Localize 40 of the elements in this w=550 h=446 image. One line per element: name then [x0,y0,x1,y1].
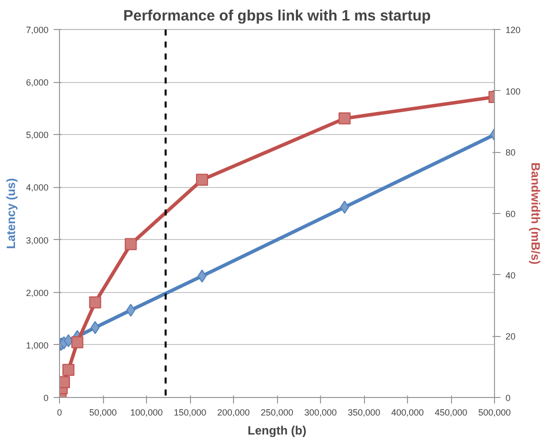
x-tick-label: 150,000 [174,408,206,418]
point [196,174,208,186]
x-tick-label: 200,000 [217,408,250,418]
y-tick-label: 4,000 [26,182,49,193]
point [89,296,102,308]
y2-tick-label: 20 [506,332,516,342]
x-tick-label: 450,000 [434,408,468,418]
x-tick-label: 500,000 [478,408,511,418]
y-tick-label: 6,000 [26,78,49,88]
x-tick-label: 50,000 [89,408,117,418]
y2-tick-label: 100 [506,86,521,96]
point [124,238,137,250]
y2-axis-title: Bandwidth (mB/s) [528,162,543,265]
y-tick-label: 1,000 [26,340,49,350]
y-tick-label: 3,000 [26,235,49,246]
point [198,270,207,283]
point [62,364,74,376]
y-tick-label: 7,000 [26,25,49,35]
point [90,321,100,334]
x-tick-label: 300,000 [304,408,337,418]
y-tick-label: 0 [43,393,49,403]
y2-tick-label: 60 [506,209,516,219]
x-tick-label: 100,000 [130,408,163,418]
y-axis-title: Latency (us) [4,178,18,249]
x-axis-title: Length (b) [248,424,306,438]
x-tick-label: 350,000 [348,408,380,418]
y2-tick-label: 40 [506,270,516,280]
chart-title: Performance of gbps link with 1 ms startup [123,8,431,24]
y2-tick-label: 80 [506,148,516,158]
point [71,336,84,348]
x-tick-label: 250,000 [260,408,294,418]
x-tick-label: 400,000 [391,408,424,418]
y-tick-label: 5,000 [26,130,49,140]
y2-tick-label: 120 [506,25,521,35]
y-tick-label: 2,000 [26,288,49,298]
y2-tick-label: 0 [506,393,511,403]
point [64,334,73,348]
x-tick-label: 0 [56,408,62,418]
point [340,200,350,214]
point [126,304,136,317]
